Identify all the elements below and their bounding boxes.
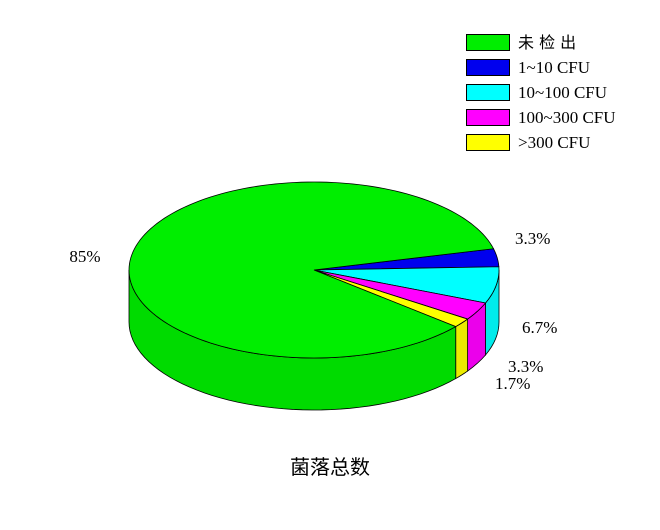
pie-slice xyxy=(313,266,500,304)
legend-label: 10~100 CFU xyxy=(518,83,608,102)
chart-title: 菌落总数 xyxy=(290,455,370,479)
slice-value-label: 3.3% xyxy=(515,229,550,248)
legend-swatch xyxy=(466,134,510,151)
legend-swatch xyxy=(466,34,510,51)
slice-value-label: 1.7% xyxy=(495,374,530,393)
pie-labels: 85%3.3%6.7%3.3%1.7% xyxy=(69,229,557,393)
legend-label: 1~10 CFU xyxy=(518,58,591,77)
legend-swatch xyxy=(466,59,510,76)
legend-label: 100~300 CFU xyxy=(518,108,616,127)
legend-label: 未 检 出 xyxy=(518,33,577,52)
legend-label: >300 CFU xyxy=(518,133,591,152)
pie-slice xyxy=(128,181,495,359)
pie-slice-side xyxy=(455,318,468,380)
pie-top xyxy=(128,181,500,359)
slice-value-label: 6.7% xyxy=(522,318,557,337)
slice-value-label: 85% xyxy=(69,247,100,266)
legend-swatch xyxy=(466,84,510,101)
pie-slice xyxy=(313,269,487,320)
legend-swatch xyxy=(466,109,510,126)
slice-value-label: 3.3% xyxy=(508,357,543,376)
